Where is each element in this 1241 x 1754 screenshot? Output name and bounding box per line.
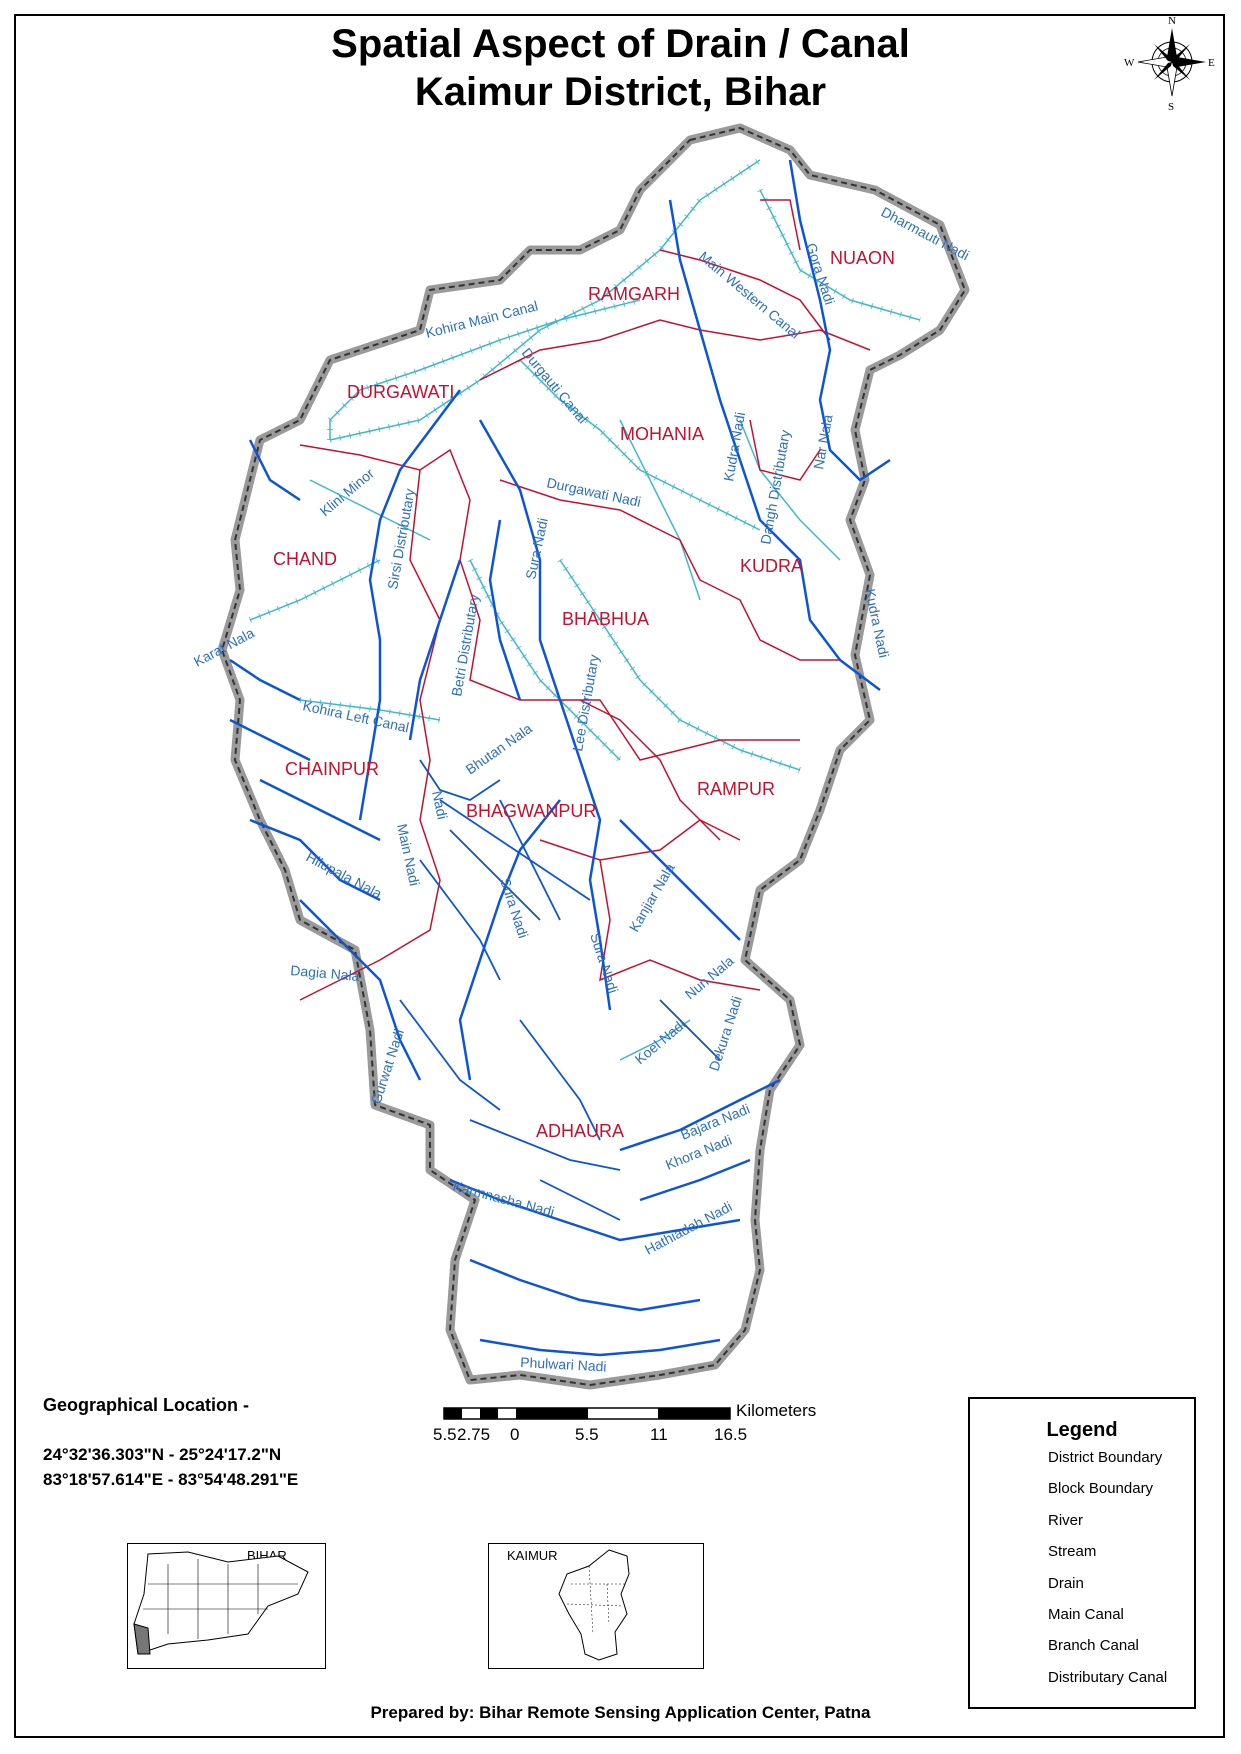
legend-item-stream: Stream (988, 1540, 1188, 1564)
block-label-nuaon: NUAON (830, 248, 895, 268)
scale-unit: Kilometers (736, 1401, 817, 1420)
label-dagia: Dagia Nala (290, 962, 361, 984)
label-kudra-nadi2: Kudra Nadi (862, 587, 892, 659)
block-label-ramgarh: RAMGARH (588, 284, 680, 304)
block-labels: NUAON RAMGARH DURGAWATI MOHANIA CHAND KU… (273, 248, 895, 1141)
geo-location-title: Geographical Location - (43, 1395, 250, 1415)
legend-item-drain: Drain (988, 1572, 1188, 1596)
compass-w: W (1124, 57, 1135, 69)
legend-label: Stream (1048, 1543, 1097, 1560)
block-label-chand: CHAND (273, 549, 337, 569)
legend-label: Branch Canal (1048, 1637, 1139, 1654)
label-kali-nadi: Nadi (429, 789, 451, 820)
canal-network (249, 159, 921, 1061)
scale-tick-5: 11 (650, 1425, 668, 1444)
legend-item-river: River (988, 1509, 1188, 1533)
map-title-line2: Kaimur District, Bihar (414, 70, 827, 114)
district-boundary (217, 123, 970, 1390)
block-label-adhaura: ADHAURA (536, 1121, 624, 1141)
legend-item-block-boundary: Block Boundary (988, 1477, 1188, 1501)
block-label-durgawati: DURGAWATI (347, 382, 454, 402)
legend-item-branch-canal: Branch Canal (988, 1634, 1188, 1658)
block-label-bhabhua: BHABHUA (562, 609, 649, 629)
inset-bihar: BIHAR (127, 1543, 326, 1669)
legend-label: Block Boundary (1048, 1480, 1154, 1497)
compass-s: S (1168, 101, 1174, 113)
legend-item-district-boundary: District Boundary (988, 1446, 1188, 1470)
legend-label: Drain (1048, 1575, 1084, 1592)
legend-label: River (1048, 1512, 1084, 1529)
scale-tick-1: 5.5 (433, 1425, 457, 1444)
legend-box: Legend District Boundary Block Boundary … (968, 1397, 1196, 1709)
compass-n: N (1168, 15, 1176, 27)
compass-rose-icon: N S E W (1124, 15, 1215, 113)
legend-item-main-canal: Main Canal (988, 1603, 1188, 1627)
inset-bihar-map (133, 1551, 309, 1655)
scale-tick-2: 2.75 (457, 1425, 491, 1444)
block-label-chainpur: CHAINPUR (285, 759, 379, 779)
river-network (229, 159, 891, 1357)
compass-e: E (1208, 57, 1215, 69)
scale-tick-6: 16.5 (714, 1425, 748, 1444)
label-phulwari: Phulwari Nadi (520, 1354, 607, 1374)
canal-ticks (248, 157, 921, 773)
scale-tick-4: 5.5 (575, 1425, 599, 1444)
block-label-rampur: RAMPUR (697, 779, 775, 799)
map-title-line1: Spatial Aspect of Drain / Canal (331, 22, 910, 66)
inset-kaimur: KAIMUR (488, 1543, 704, 1669)
scale-tick-3: 0 (510, 1425, 520, 1444)
legend-label: District Boundary (1048, 1449, 1163, 1466)
scale-bar (443, 1407, 731, 1420)
inset-kaimur-map (558, 1549, 630, 1661)
block-label-kudra: KUDRA (740, 556, 803, 576)
inset-kaimur-label: KAIMUR (507, 1548, 558, 1563)
geo-latitude: 24°32'36.303"N - 25°24'17.2"N (43, 1445, 282, 1464)
credit-line: Prepared by: Bihar Remote Sensing Applic… (370, 1703, 871, 1722)
block-label-mohania: MOHANIA (620, 424, 704, 444)
dense-drains (399, 759, 721, 1221)
legend-title: Legend (1046, 1419, 1118, 1441)
block-label-bhagwanpur: BHAGWANPUR (466, 801, 596, 821)
block-boundaries (299, 199, 871, 1001)
legend-label: Main Canal (1048, 1606, 1124, 1623)
legend-label: Distributary Canal (1048, 1669, 1168, 1686)
map-frame (14, 14, 1225, 1738)
legend-item-distributary-canal: Distributary Canal (988, 1666, 1188, 1690)
geo-longitude: 83°18'57.614"E - 83°54'48.291"E (43, 1470, 299, 1489)
